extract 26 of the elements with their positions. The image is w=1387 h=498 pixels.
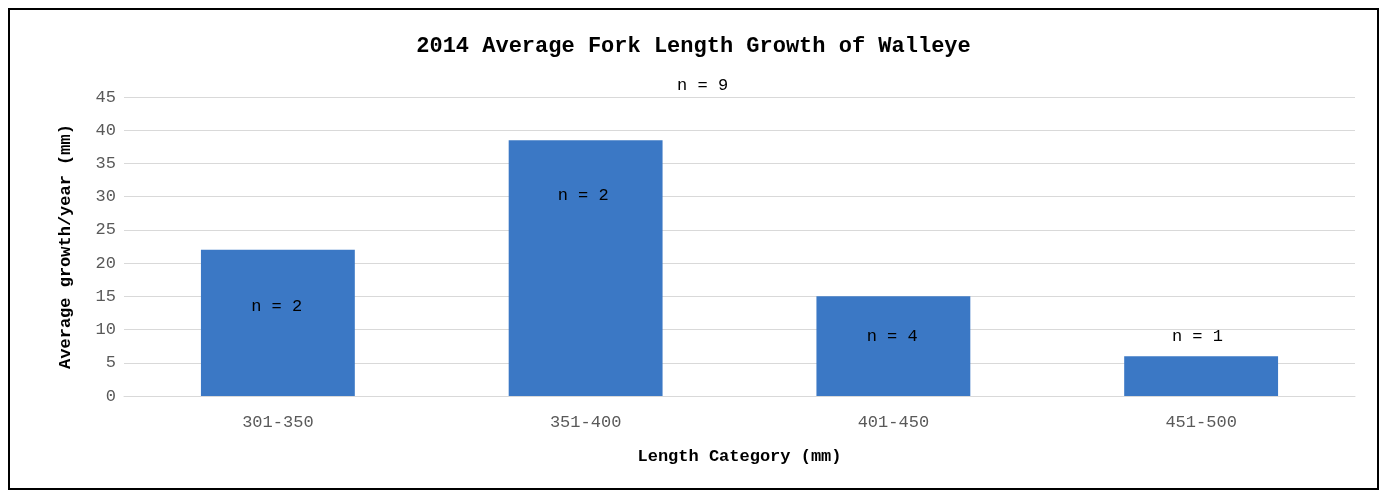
y-tick-label: 35	[95, 153, 116, 173]
y-tick-label: 5	[105, 353, 116, 373]
annotation: n = 1	[1171, 326, 1223, 346]
bar	[1124, 356, 1279, 396]
y-tick-label: 10	[95, 320, 116, 340]
annotation: n = 2	[251, 296, 303, 316]
x-tick-label: 451-500	[1165, 413, 1237, 432]
annotation: n = 2	[557, 186, 609, 206]
y-tick-label: 0	[105, 386, 116, 406]
annotation: n = 4	[866, 326, 918, 346]
y-tick-label: 20	[95, 253, 116, 273]
text: n = 9	[677, 75, 729, 95]
y-axis-title: Average growth/year (mm)	[56, 124, 75, 369]
y-tick-label: 40	[95, 120, 116, 140]
x-tick-label: 301-350	[242, 413, 314, 432]
bar	[508, 140, 663, 396]
x-tick-label: 401-450	[857, 413, 930, 432]
y-tick-label: 30	[95, 187, 116, 207]
chart-title: 2014 Average Fork Length Growth of Walleye	[416, 33, 971, 59]
bar	[200, 249, 355, 396]
x-axis-title: Length Category (mm)	[637, 447, 842, 466]
y-tick-label: 15	[95, 286, 116, 306]
x-tick-label: 351-400	[549, 413, 622, 432]
bar	[816, 296, 971, 396]
y-tick-label: 45	[95, 87, 116, 107]
y-tick-label: 25	[95, 220, 116, 240]
